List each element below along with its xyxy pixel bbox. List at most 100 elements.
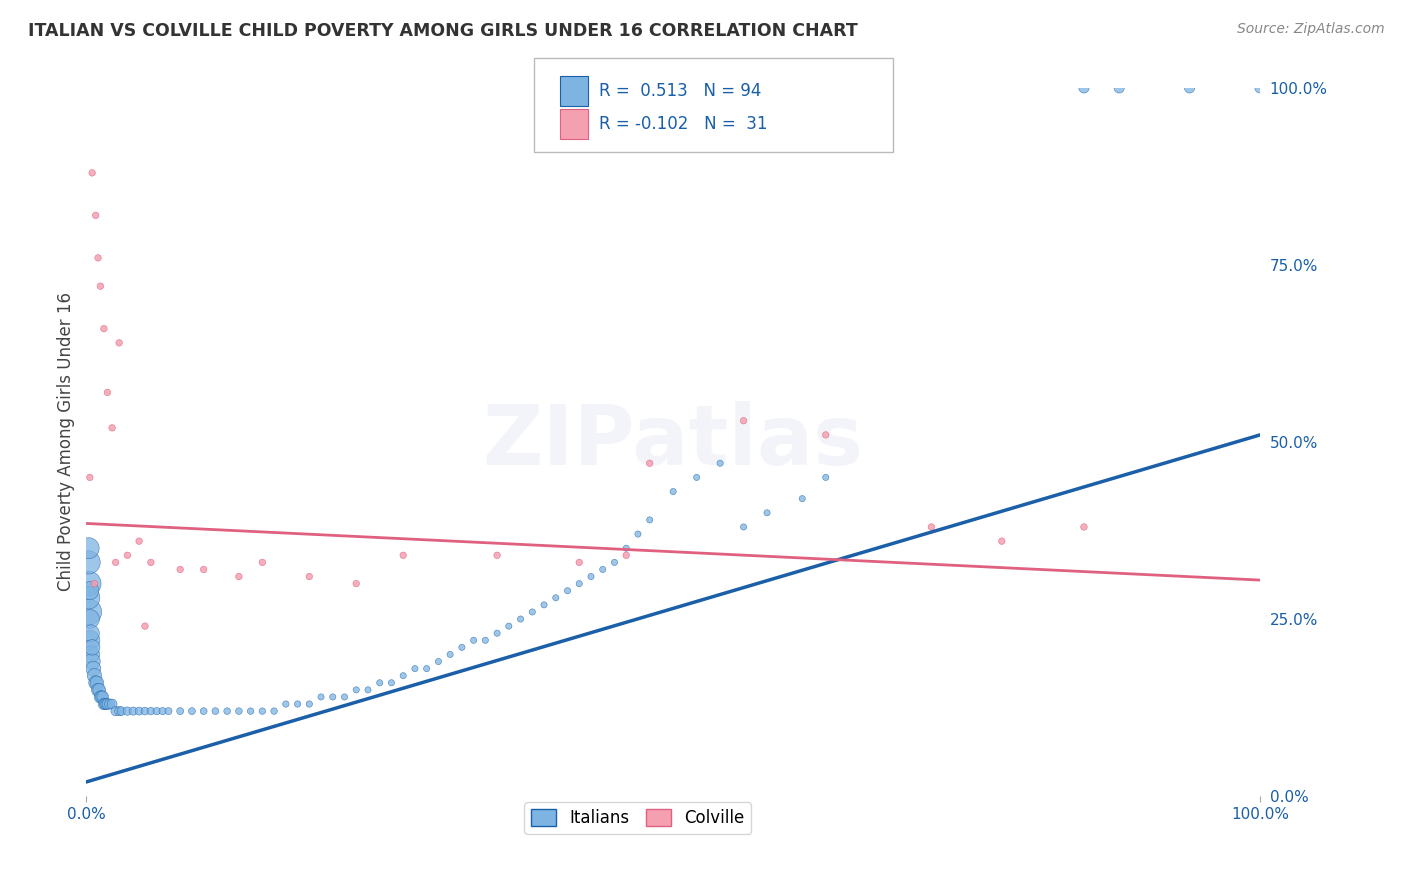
- Point: [193, 562, 215, 576]
- Point: [204, 704, 226, 718]
- Point: [98, 697, 121, 711]
- Point: [82, 166, 104, 180]
- Point: [128, 704, 150, 718]
- Point: [117, 704, 139, 718]
- Point: [557, 583, 579, 598]
- Point: [627, 527, 650, 541]
- Point: [228, 569, 250, 583]
- Point: [439, 648, 461, 662]
- Point: [309, 690, 332, 704]
- Point: [79, 633, 101, 648]
- Point: [157, 704, 180, 718]
- Point: [84, 675, 107, 690]
- Text: ZIPatlas: ZIPatlas: [482, 401, 863, 483]
- Point: [709, 456, 731, 470]
- Point: [77, 576, 100, 591]
- Point: [84, 208, 107, 222]
- Point: [91, 690, 114, 704]
- Point: [80, 626, 103, 640]
- Point: [90, 690, 112, 704]
- Point: [93, 697, 115, 711]
- Point: [404, 662, 426, 676]
- Point: [108, 704, 131, 718]
- Point: [427, 655, 450, 669]
- Point: [614, 541, 637, 556]
- Point: [82, 662, 104, 676]
- Point: [89, 682, 111, 697]
- Point: [134, 619, 156, 633]
- Point: [451, 640, 474, 655]
- Point: [344, 576, 367, 591]
- Point: [193, 704, 215, 718]
- Point: [169, 562, 191, 576]
- Point: [685, 470, 707, 484]
- Point: [380, 675, 402, 690]
- Point: [733, 414, 755, 428]
- Point: [77, 541, 100, 556]
- Point: [79, 583, 101, 598]
- Point: [93, 321, 115, 335]
- Point: [83, 669, 105, 683]
- Point: [287, 697, 309, 711]
- Point: [357, 682, 380, 697]
- Point: [86, 675, 108, 690]
- Point: [108, 335, 131, 350]
- Point: [322, 690, 344, 704]
- Point: [662, 484, 685, 499]
- Point: [579, 569, 602, 583]
- Point: [239, 704, 262, 718]
- Point: [77, 605, 100, 619]
- Point: [509, 612, 531, 626]
- Point: [638, 456, 661, 470]
- Text: Source: ZipAtlas.com: Source: ZipAtlas.com: [1237, 22, 1385, 37]
- Point: [139, 555, 162, 569]
- Point: [96, 697, 118, 711]
- Point: [83, 576, 105, 591]
- Point: [298, 569, 321, 583]
- Point: [122, 704, 145, 718]
- Point: [134, 704, 156, 718]
- Point: [298, 697, 321, 711]
- Point: [792, 491, 814, 506]
- Point: [104, 555, 127, 569]
- Point: [169, 704, 191, 718]
- Point: [498, 619, 520, 633]
- Point: [1108, 81, 1130, 95]
- Point: [756, 506, 779, 520]
- Point: [87, 682, 110, 697]
- Point: [101, 697, 124, 711]
- Point: [96, 697, 118, 711]
- Point: [101, 421, 124, 435]
- Point: [522, 605, 544, 619]
- Point: [592, 562, 614, 576]
- Point: [1178, 81, 1201, 95]
- Point: [603, 555, 626, 569]
- Point: [139, 704, 162, 718]
- Point: [110, 704, 132, 718]
- Point: [463, 633, 485, 648]
- Point: [228, 704, 250, 718]
- Text: ITALIAN VS COLVILLE CHILD POVERTY AMONG GIRLS UNDER 16 CORRELATION CHART: ITALIAN VS COLVILLE CHILD POVERTY AMONG …: [28, 22, 858, 40]
- Point: [252, 704, 274, 718]
- Point: [392, 549, 415, 563]
- Point: [152, 704, 174, 718]
- Point: [94, 697, 117, 711]
- Point: [392, 669, 415, 683]
- Point: [80, 648, 103, 662]
- Legend: Italians, Colville: Italians, Colville: [524, 802, 751, 834]
- Point: [1073, 520, 1095, 534]
- Point: [104, 704, 127, 718]
- Point: [568, 555, 591, 569]
- Point: [82, 640, 104, 655]
- Point: [333, 690, 356, 704]
- Point: [96, 385, 118, 400]
- Point: [82, 655, 104, 669]
- Point: [89, 690, 111, 704]
- Point: [638, 513, 661, 527]
- Point: [181, 704, 204, 718]
- Point: [77, 555, 100, 569]
- Point: [486, 626, 509, 640]
- Point: [128, 534, 150, 549]
- Point: [117, 549, 139, 563]
- Point: [814, 428, 837, 442]
